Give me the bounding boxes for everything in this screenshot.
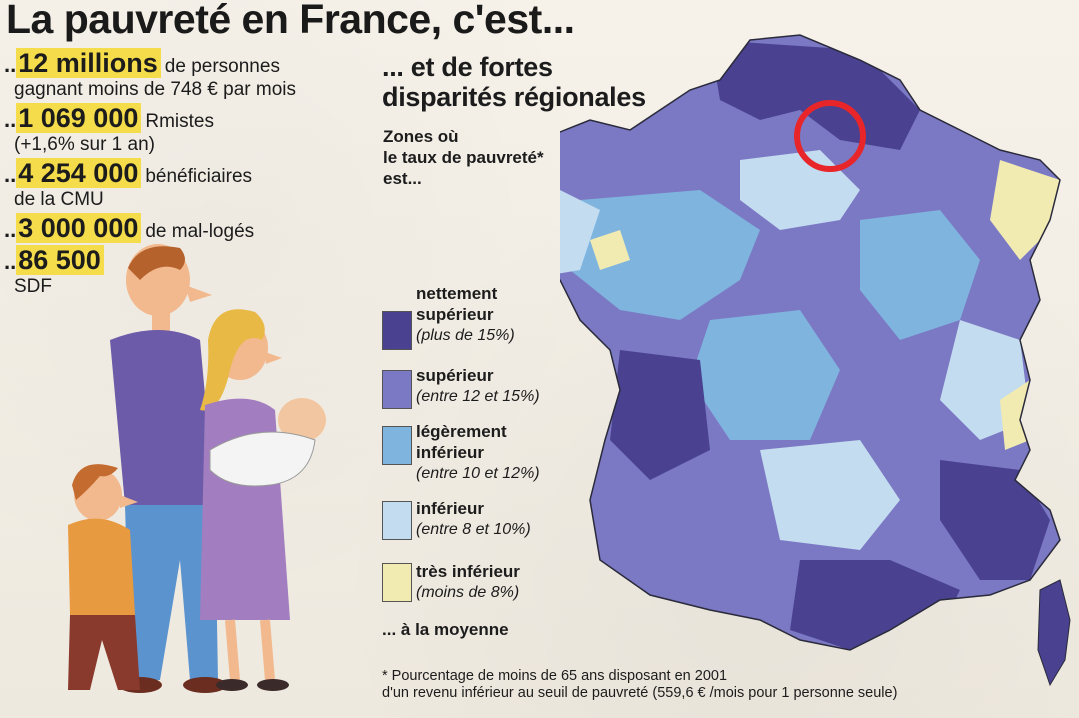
footnote-line: d'un revenu inférieur au seuil de pauvre… — [382, 685, 898, 701]
subtitle-line: ... et de fortes — [382, 52, 553, 82]
stat-text-secondary: gagnant moins de 748 € par mois — [14, 79, 297, 100]
region-east — [860, 210, 980, 340]
legend-range: (entre 10 et 12%) — [416, 465, 540, 482]
legend-swatch — [382, 426, 412, 465]
stat-text: de personnes — [164, 56, 280, 77]
highlight-marker — [794, 100, 866, 172]
stat-text-secondary: SDF — [14, 276, 52, 297]
legend-range: (entre 12 et 15%) — [416, 388, 540, 405]
footnote: * Pourcentage de moins de 65 ans disposa… — [382, 668, 897, 702]
footnote-line: * Pourcentage de moins de 65 ans disposa… — [382, 668, 728, 684]
region-north — [710, 40, 920, 150]
legend-range: (plus de 15%) — [416, 327, 515, 344]
family-illustration — [68, 244, 326, 693]
legend-range: (moins de 8%) — [416, 584, 520, 601]
france-poverty-map — [560, 34, 1071, 687]
region-center — [690, 310, 840, 440]
corsica — [1037, 579, 1071, 687]
legend-swatch — [382, 501, 412, 540]
average-label: ... à la moyenne — [382, 620, 509, 639]
map-subtitle: ... et de fortes disparités régionales — [382, 52, 646, 112]
region-southeast — [940, 460, 1050, 580]
legend-label: supérieur — [416, 305, 494, 324]
legend-heading-line: Zones où — [383, 127, 459, 146]
stat-item: ..3 000 000 de mal-logés — [4, 213, 255, 243]
stat-text: bénéficiaires — [145, 166, 253, 187]
stat-value: 1 069 000 — [16, 103, 142, 133]
legend-label: très inférieur — [416, 562, 520, 581]
map-regions — [560, 35, 1060, 650]
legend-label: nettement — [416, 284, 498, 303]
legend-label: inférieur — [416, 443, 485, 462]
region-southwest — [610, 350, 710, 480]
legend-swatch — [382, 370, 412, 409]
subtitle-line: disparités régionales — [382, 82, 646, 112]
stat-value: 4 254 000 — [16, 158, 142, 188]
stat-value: 3 000 000 — [16, 213, 142, 243]
legend-label: légèrement — [416, 422, 507, 441]
france-outline — [560, 34, 1061, 651]
legend-range: (entre 8 et 10%) — [416, 521, 531, 538]
stat-text: de mal-logés — [145, 221, 255, 242]
stat-text: Rmistes — [145, 111, 214, 132]
legend-label: supérieur — [416, 366, 494, 385]
region-massif — [760, 440, 900, 550]
region-savoie — [1000, 380, 1030, 450]
stat-item: ..4 254 000 bénéficiaires de la CMU — [4, 158, 253, 210]
page-title: La pauvreté en France, c'est... — [6, 0, 575, 43]
legend-heading-line: le taux de pauvreté* — [383, 148, 544, 167]
legend-swatch — [382, 311, 412, 350]
legend-heading: Zones où le taux de pauvreté* est... — [383, 126, 544, 189]
stat-item: ..12 millions de personnes gagnant moins … — [4, 48, 297, 100]
legend-label: inférieur — [416, 499, 485, 518]
stat-value: 86 500 — [16, 245, 104, 275]
stat-item: ..1 069 000 Rmistes (+1,6% sur 1 an) — [4, 103, 214, 155]
stat-text-secondary: (+1,6% sur 1 an) — [14, 134, 155, 155]
stat-item: ..86 500 SDF — [4, 245, 104, 298]
region-west — [570, 190, 760, 320]
title-text: La pauvreté en France, c'est... — [6, 0, 575, 42]
legend-heading-line: est... — [383, 169, 422, 188]
legend-swatch — [382, 563, 412, 602]
stat-value: 12 millions — [16, 48, 161, 78]
region-vendee — [590, 230, 630, 270]
stat-text-secondary: de la CMU — [14, 189, 104, 210]
